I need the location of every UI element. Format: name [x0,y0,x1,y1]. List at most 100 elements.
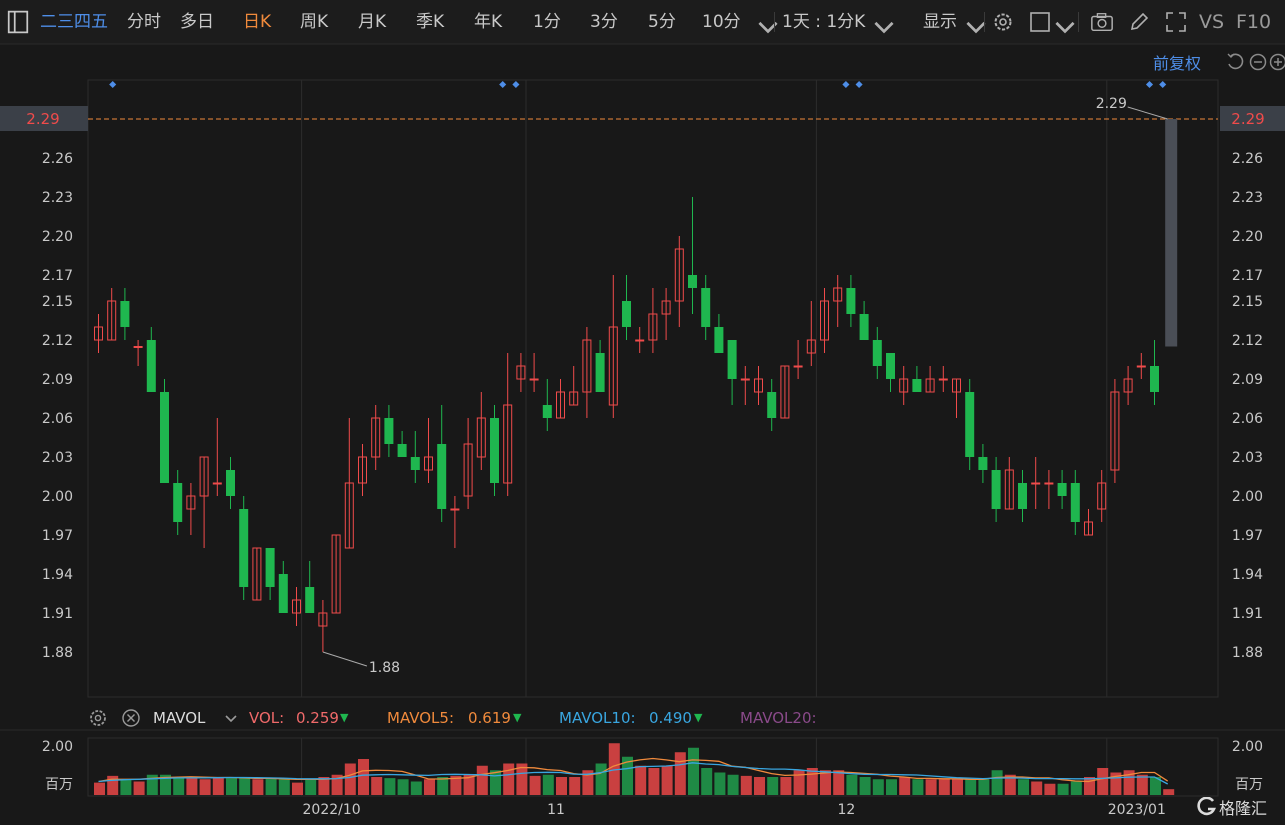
volume-bar [410,781,422,795]
candle [780,365,790,419]
chevron-down-icon[interactable] [964,16,988,40]
gear-icon[interactable] [991,10,1015,34]
candle [595,340,605,392]
volume-bar [239,777,251,795]
volume-bar [397,779,409,795]
volume-bar [542,774,554,795]
candle-body [1070,483,1080,522]
chevron-down-icon[interactable] [224,713,238,725]
volume-bar [833,770,845,795]
candle [239,496,249,600]
chevron-down-icon[interactable] [756,16,780,40]
volume-bar [1110,772,1122,795]
sidebar-toggle-icon[interactable] [6,10,30,34]
settings-gear-icon[interactable] [88,708,108,728]
candle [542,379,552,431]
candle-body [556,391,565,419]
tab-fenshi[interactable]: 分时 [127,12,161,32]
candle-body [107,300,117,341]
tab-quarterly-k[interactable]: 季K [416,12,445,32]
volume-bar [331,774,343,795]
candle-body [1031,482,1041,485]
candle [569,366,579,406]
candle-body [490,418,499,483]
candle [1123,366,1133,405]
volume-bar [714,772,726,795]
candle-body [212,482,222,485]
chevron-down-icon[interactable] [1053,16,1077,40]
volume-bar [582,770,594,795]
candle [94,314,103,353]
x-tick-label: 2023/01 [1108,802,1166,818]
candle [1097,470,1107,522]
vs-button[interactable]: VS [1199,11,1225,33]
volume-bar [688,747,699,795]
volume-bar [226,778,237,795]
y-tick-label-left: 2.03 [42,450,73,466]
candle-body [358,456,367,484]
fullscreen-icon[interactable] [1164,10,1188,34]
f10-button[interactable]: F10 [1236,11,1272,33]
y-tick-label-left: 2.09 [42,372,73,388]
event-markers [109,80,1167,89]
volume-bar [648,768,660,795]
tab-weekly-k[interactable]: 周K [300,12,329,32]
camera-icon[interactable] [1090,10,1114,34]
close-icon[interactable] [121,708,141,728]
candle-body [820,300,829,341]
volume-bar [265,778,277,795]
candle-body [1004,469,1014,510]
candle-body [714,327,724,353]
tab-5min[interactable]: 5分 [648,12,676,32]
candle [740,366,750,405]
undo-icon[interactable] [1225,52,1245,72]
candle [358,444,367,496]
tab-3min[interactable]: 3分 [590,12,618,32]
tab-yearly-k[interactable]: 年K [474,12,503,32]
candle [371,405,381,470]
candle-body [740,378,750,381]
volume-bar [978,779,990,795]
candle-body [701,288,711,327]
candle [1018,470,1027,522]
y-tick-label-left: 2.23 [42,190,73,206]
y-tick-label-left: 2.12 [42,333,73,349]
candle-body [331,534,341,614]
candle-body [344,482,354,549]
x-axis: 2022/10 11 12 2023/01 [303,802,1166,818]
volume-bar [661,765,673,795]
indicator-name[interactable]: MAVOL [153,709,206,727]
toolbar-divider [774,12,775,32]
period-select[interactable]: 1天 : 1分K [782,12,866,32]
candle-body [859,314,869,340]
zoom-in-icon[interactable] [1268,52,1285,72]
x-tick-label: 2022/10 [303,802,361,818]
gelonghui-logo-icon [1197,797,1216,816]
mavol10-line [98,762,1169,785]
price-badges: 2.29 2.29 [0,106,1285,131]
pencil-icon[interactable] [1127,10,1151,34]
candle-body [912,379,922,392]
chevron-down-icon[interactable] [872,16,896,40]
volume-bar [635,765,647,795]
volume-bar [965,779,977,795]
x-tick-label: 11 [547,802,565,818]
tab-daily-k[interactable]: 日K [243,12,272,32]
square-icon[interactable] [1028,10,1052,34]
display-menu[interactable]: 显示 [923,12,957,32]
stock-name[interactable]: 二三四五 [40,12,108,32]
candle [965,379,975,470]
candle [424,418,433,483]
candle [793,340,803,379]
candle-body [1044,482,1054,485]
volume-frame [87,737,1219,797]
tab-monthly-k[interactable]: 月K [358,12,387,32]
adjust-mode[interactable]: 前复权 [1153,54,1202,73]
tab-1min[interactable]: 1分 [533,12,561,32]
tab-10min[interactable]: 10分 [702,12,741,32]
tab-duori[interactable]: 多日 [180,12,214,32]
zoom-out-icon[interactable] [1248,52,1268,72]
y-tick-label-left: 1.97 [42,528,73,544]
volume-bar [925,779,937,795]
